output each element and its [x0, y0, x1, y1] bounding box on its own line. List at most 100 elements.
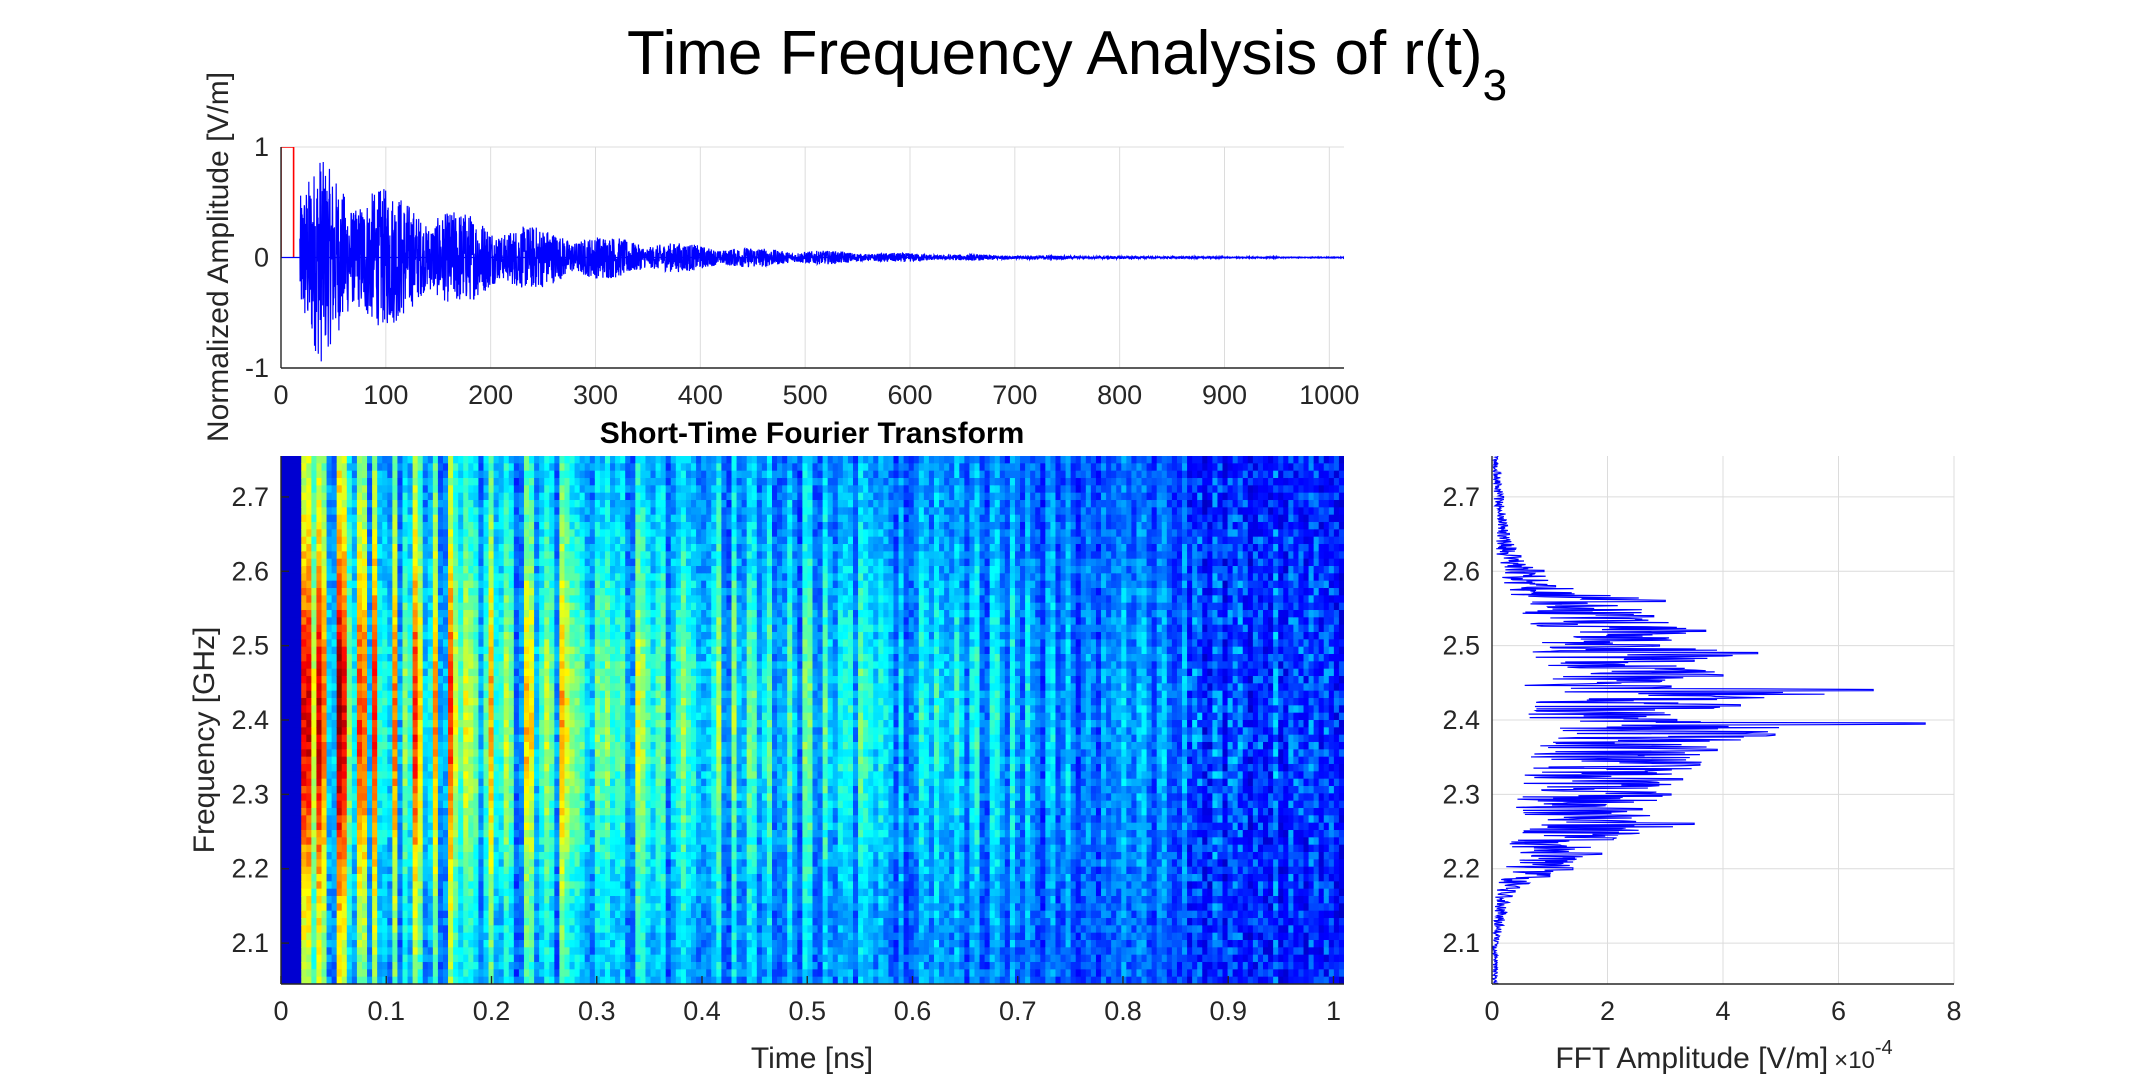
stft-cell: [569, 654, 576, 662]
stft-cell: [301, 544, 307, 552]
stft-cell: [579, 734, 586, 743]
stft-cell: [367, 815, 373, 824]
stft-cell: [341, 500, 348, 508]
stft-cell: [321, 859, 328, 868]
stft-cell: [468, 566, 474, 574]
stft-cell: [296, 742, 302, 750]
stft-cell: [599, 573, 606, 582]
stft-cell: [392, 698, 399, 706]
stft-cell: [534, 705, 540, 714]
stft-cell: [569, 881, 576, 890]
stft-cell: [296, 778, 302, 787]
stft-cell: [488, 470, 495, 479]
stft-cell: [523, 668, 530, 677]
stft-cell: [402, 463, 409, 472]
stft-cell: [367, 654, 373, 662]
stft-cell: [488, 844, 495, 853]
stft-cell: [549, 492, 555, 501]
stft-cell: [518, 654, 525, 662]
stft-cell: [458, 478, 464, 486]
stft-cell: [483, 470, 490, 479]
stft-cell: [427, 698, 434, 706]
stft-cell: [412, 793, 419, 802]
stft-cell: [579, 602, 586, 611]
stft-cell: [539, 910, 545, 919]
stft-cell: [559, 896, 566, 904]
time-domain-ylabel: Normalized Amplitude [V/m]: [202, 72, 235, 442]
stft-cell: [326, 954, 333, 963]
stft-cell: [610, 756, 616, 765]
stft-cell: [356, 712, 363, 721]
stft-cell: [493, 954, 500, 963]
stft-cell: [372, 815, 378, 824]
stft-cell: [291, 624, 297, 633]
time-domain-plot: 0 100 200 300 400 500 600 700 800 900 1000-101 Nor…: [202, 72, 1359, 442]
stft-cell: [599, 808, 606, 816]
stft-cell: [599, 947, 606, 956]
stft-cell: [493, 485, 500, 494]
stft-cell: [321, 705, 328, 714]
stft-cell: [311, 500, 318, 508]
stft-cell: [286, 683, 292, 692]
stft-cell: [412, 529, 419, 538]
stft-cell: [422, 749, 429, 758]
stft-cell: [286, 456, 292, 464]
stft-cell: [544, 602, 550, 611]
stft-cell: [554, 536, 560, 545]
stft-cell: [549, 764, 555, 772]
stft-cell: [488, 661, 495, 670]
stft-cell: [341, 918, 348, 926]
stft-cell: [351, 727, 358, 736]
stft-cell: [554, 639, 560, 648]
stft-cell: [453, 676, 459, 684]
stft-cell: [306, 551, 312, 560]
stft-cell: [508, 507, 515, 516]
stft-cell: [569, 478, 576, 486]
stft-cell: [610, 932, 616, 941]
stft-cell: [625, 734, 631, 743]
stft-cell: [311, 932, 318, 941]
stft-cell: [387, 705, 393, 714]
stft-cell: [341, 830, 348, 838]
stft-cell: [569, 844, 576, 853]
stft-cell: [296, 646, 302, 655]
stft-cell: [427, 588, 434, 596]
stft-cell: [473, 573, 480, 582]
stft-cell: [316, 852, 323, 860]
stft-cell: [473, 500, 480, 508]
stft-cell: [523, 837, 530, 846]
stft-cell: [311, 544, 318, 552]
stft-cell: [513, 771, 520, 780]
stft-cell: [356, 610, 363, 618]
stft-cell: [351, 962, 358, 970]
stft-cell: [407, 918, 414, 926]
stft-cell: [346, 815, 353, 824]
stft-cell: [493, 529, 500, 538]
stft-cell: [412, 800, 419, 809]
stft-cell: [382, 698, 388, 706]
stft-cell: [518, 808, 525, 816]
stft-cell: [392, 793, 399, 802]
stft-cell: [356, 962, 363, 970]
stft-cell: [584, 932, 591, 941]
stft-cell: [316, 778, 323, 787]
stft-cell: [341, 610, 348, 618]
stft-cell: [468, 610, 474, 618]
stft-cell: [549, 859, 555, 868]
stft-cell: [346, 514, 353, 523]
stft-cell: [336, 522, 343, 530]
stft-cell: [604, 925, 611, 934]
stft-cell: [296, 683, 302, 692]
stft-cell: [513, 654, 520, 662]
stft-cell: [549, 661, 555, 670]
stft-cell: [392, 954, 399, 963]
stft-cell: [402, 712, 409, 721]
time-domain-y-tick-label: -1: [245, 353, 269, 383]
stft-cell: [589, 529, 596, 538]
stft-cell: [448, 778, 454, 787]
stft-cell: [442, 874, 449, 882]
stft-cell: [620, 463, 626, 472]
stft-cell: [326, 969, 333, 978]
stft-cell: [508, 727, 515, 736]
stft-cell: [306, 786, 312, 794]
